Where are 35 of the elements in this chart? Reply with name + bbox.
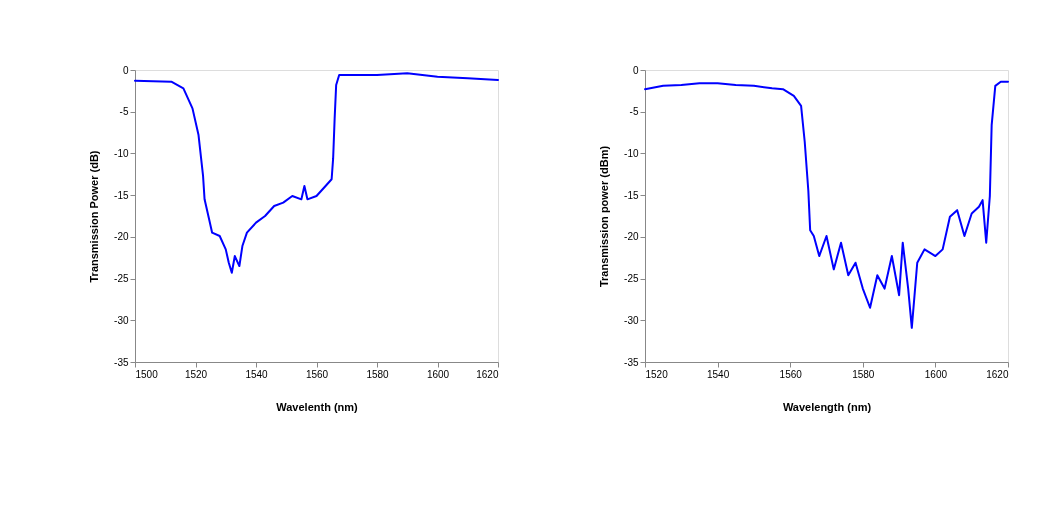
x-axis-title: Wavelenth (nm) [276, 400, 359, 413]
y-tick-label: -25 [114, 273, 129, 285]
x-tick-label: 1560 [305, 368, 329, 380]
y-tick-label: -15 [624, 189, 639, 201]
y-tick-label: -25 [624, 273, 639, 285]
y-tick-label: -35 [114, 356, 129, 368]
y-tick-label: -20 [624, 231, 639, 243]
x-tick-label: 1540 [706, 368, 730, 380]
y-tick-label: -30 [114, 314, 129, 326]
y-tick-label: -30 [624, 314, 639, 326]
y-tick-label: -15 [114, 189, 129, 201]
x-tick-label: 1520 [184, 368, 208, 380]
x-tick-label: 1540 [245, 368, 269, 380]
x-axis-title: Wavelength (nm) [782, 400, 872, 413]
x-tick-label: 1600 [426, 368, 450, 380]
y-tick-label: -5 [119, 106, 129, 118]
x-tick-label: 1620 [476, 368, 499, 380]
line-series [134, 72, 499, 274]
y-tick-label: -35 [624, 356, 639, 368]
y-tick-label: 0 [632, 64, 639, 76]
line-series [644, 80, 1009, 329]
y-axis-title: Transmission power (dBm) [598, 145, 611, 288]
x-tick-label: 1520 [645, 368, 669, 380]
y-axis-title: Transmission Power (dB) [88, 150, 101, 283]
y-tick-label: -10 [624, 147, 639, 159]
x-tick-label: 1580 [366, 368, 390, 380]
x-tick-label: 1580 [852, 368, 875, 380]
x-tick-label: 1560 [779, 368, 803, 380]
y-tick-label: -10 [114, 147, 129, 159]
x-tick-label: 1500 [135, 368, 159, 380]
y-tick-label: -20 [114, 231, 129, 243]
x-tick-label: 1620 [986, 368, 1009, 380]
x-tick-label: 1600 [924, 368, 948, 380]
y-tick-label: -5 [629, 106, 639, 118]
y-tick-label: 0 [122, 64, 129, 76]
